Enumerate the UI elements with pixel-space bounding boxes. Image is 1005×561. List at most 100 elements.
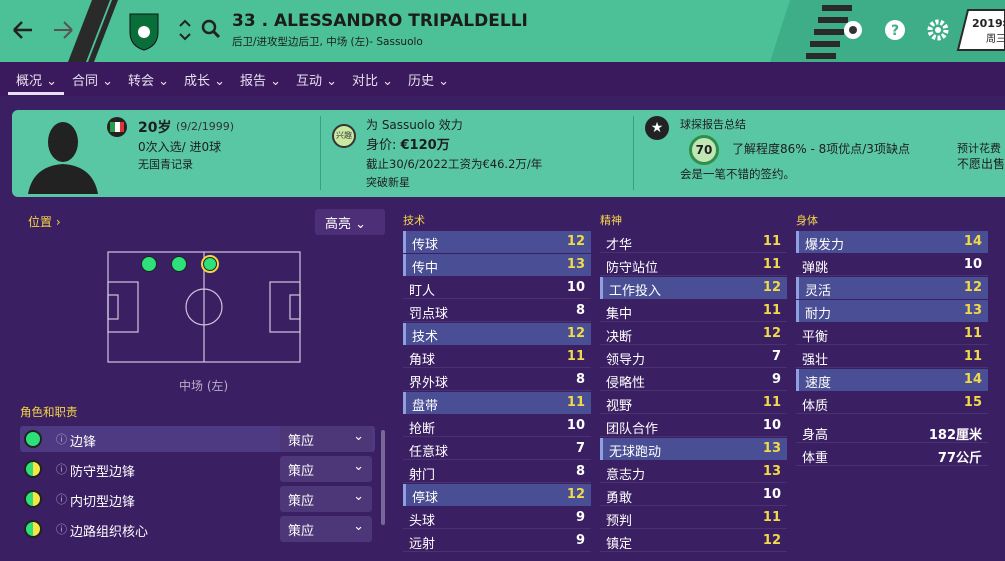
attr-row: 界外球 8 [403, 369, 591, 391]
attr-value: 11 [762, 510, 781, 525]
attr-row: 远射 9 [403, 530, 591, 552]
attr-value: 11 [762, 257, 781, 272]
attr-name: 射门 [409, 468, 436, 483]
attr-row: 预判 11 [600, 507, 787, 529]
tab-label[interactable]: 成长 [184, 74, 211, 89]
role-row[interactable]: ⓘ 内切型边锋 策应 ⌄ [20, 486, 375, 512]
position-title-text[interactable]: 位置 [28, 215, 53, 229]
dropdown-arrow[interactable]: ⌄ [353, 459, 364, 474]
tab-label[interactable]: 概况 [16, 74, 43, 89]
duty-label[interactable]: 策应 [288, 434, 315, 449]
attr-row: 角球 11 [403, 346, 591, 368]
attr-row: 意志力 13 [600, 461, 787, 483]
attr-value: 8 [575, 372, 585, 387]
duty-label[interactable]: 策应 [288, 524, 315, 539]
scrollbar[interactable] [381, 430, 385, 525]
highlight-text[interactable]: 高亮 [325, 217, 352, 232]
role-icon [24, 520, 42, 538]
duty-dropdown[interactable]: 策应 ⌄ [280, 426, 372, 452]
attr-value: 11 [963, 326, 982, 341]
dropdown-arrow[interactable]: ⌄ [353, 429, 364, 444]
attr-column-title: 精神 [600, 214, 622, 227]
nav-tab[interactable]: 报告 ⌄ [240, 74, 282, 89]
tab-label[interactable]: 对比 [352, 74, 379, 89]
attr-name: 镇定 [606, 537, 633, 552]
attr-value: 12 [566, 487, 585, 502]
cost: 不愿出售 [957, 157, 1005, 171]
attr-name: 界外球 [409, 376, 449, 391]
attr-name: 任意球 [409, 445, 449, 460]
role-name: 边锋 [70, 435, 97, 450]
nav-tab[interactable]: 成长 ⌄ [184, 74, 226, 89]
nav-tab[interactable]: 对比 ⌄ [352, 74, 394, 89]
attr-row: 工作投入 12 [600, 277, 787, 299]
attr-name: 头球 [409, 514, 436, 529]
attr-row: 耐力 13 [796, 300, 988, 322]
tab-label[interactable]: 转会 [128, 74, 155, 89]
attr-row: 传球 12 [403, 231, 591, 253]
info-icon: ⓘ [56, 463, 67, 476]
attr-value: 9 [575, 510, 585, 525]
attr-value: 11 [762, 303, 781, 318]
attr-name: 侵略性 [606, 376, 646, 391]
attr-name: 灵活 [805, 284, 832, 299]
duty-label[interactable]: 策应 [288, 494, 315, 509]
nav-tab[interactable]: 概况 ⌄ [16, 74, 58, 89]
roles-title: 角色和职责 [20, 405, 78, 419]
role-row[interactable]: ⓘ 边锋 策应 ⌄ [20, 426, 375, 452]
attr-row: 强壮 11 [796, 346, 988, 368]
age: 20岁 [138, 120, 172, 136]
youth-record: 无国青记录 [138, 158, 193, 171]
attr-row: 团队合作 10 [600, 415, 787, 437]
nav-tab[interactable]: 互动 ⌄ [296, 74, 338, 89]
interest-badge: 兴趣 [332, 124, 356, 148]
pitch-label: 中场 (左) [179, 379, 229, 393]
attr-value: 11 [762, 395, 781, 410]
pitch [107, 251, 301, 363]
header-decor: ? [13, 0, 1005, 62]
nav-tab[interactable]: 历史 ⌄ [408, 74, 450, 89]
attr-name: 身高 [802, 428, 829, 443]
value-label: 身价: [366, 138, 401, 153]
position-title[interactable]: 位置 › [28, 215, 61, 229]
dropdown-arrow[interactable]: ⌄ [353, 519, 364, 534]
tab-label[interactable]: 历史 [408, 74, 435, 89]
attr-name: 集中 [606, 307, 633, 322]
contract: 截止30/6/2022工资为€46.2万/年 [366, 157, 543, 171]
tab-label[interactable]: 互动 [296, 74, 323, 89]
duty-dropdown[interactable]: 策应 ⌄ [280, 456, 372, 482]
role-row[interactable]: ⓘ 边路组织核心 策应 ⌄ [20, 516, 375, 542]
role-row[interactable]: ⓘ 防守型边锋 策应 ⌄ [20, 456, 375, 482]
attr-row: 视野 11 [600, 392, 787, 414]
info-icon: ⓘ [56, 523, 67, 536]
attr-value: 15 [963, 395, 982, 410]
role-name: 边路组织核心 [70, 525, 149, 540]
attr-name: 角球 [409, 353, 436, 368]
duty-dropdown[interactable]: 策应 ⌄ [280, 486, 372, 512]
attr-name: 决断 [606, 330, 633, 345]
attr-value: 8 [575, 303, 585, 318]
attr-value: 13 [762, 441, 781, 456]
attr-row: 弹跳 10 [796, 254, 988, 276]
attr-row: 头球 9 [403, 507, 591, 529]
attr-row: 抢断 10 [403, 415, 591, 437]
attr-row: 体重 77公斤 [796, 444, 988, 466]
attr-name: 勇敢 [606, 491, 633, 506]
attr-value: 182厘米 [928, 428, 982, 443]
tab-underline [8, 92, 64, 95]
duty-dropdown[interactable]: 策应 ⌄ [280, 516, 372, 542]
tab-label[interactable]: 报告 [240, 74, 267, 89]
duty-label[interactable]: 策应 [288, 464, 315, 479]
attr-row: 领导力 7 [600, 346, 787, 368]
attr-name: 视野 [606, 399, 633, 414]
highlight-dropdown[interactable]: 高亮 ⌄ [315, 209, 385, 235]
tab-label[interactable]: 合同 [72, 74, 99, 89]
nav-tab[interactable]: 合同 ⌄ [72, 74, 114, 89]
tag: 突破新星 [366, 176, 410, 189]
attr-value: 14 [963, 372, 982, 387]
attr-value: 12 [762, 326, 781, 341]
attr-row: 防守站位 11 [600, 254, 787, 276]
dropdown-arrow[interactable]: ⌄ [353, 489, 364, 504]
silhouette [28, 122, 98, 194]
nav-tab[interactable]: 转会 ⌄ [128, 74, 170, 89]
